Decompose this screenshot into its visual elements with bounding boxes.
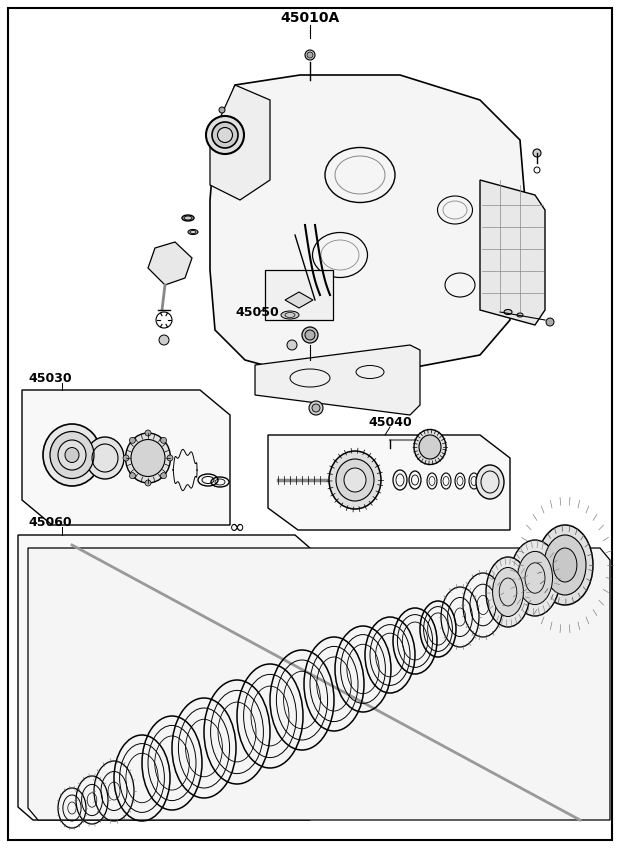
Ellipse shape: [537, 525, 593, 605]
Circle shape: [287, 340, 297, 350]
Ellipse shape: [510, 540, 560, 616]
Ellipse shape: [281, 311, 299, 319]
Ellipse shape: [504, 310, 512, 315]
Circle shape: [145, 430, 151, 436]
Ellipse shape: [131, 439, 165, 477]
Ellipse shape: [86, 437, 124, 479]
Circle shape: [167, 455, 173, 461]
Circle shape: [161, 438, 167, 444]
Ellipse shape: [544, 535, 586, 595]
Text: 45030: 45030: [28, 371, 72, 384]
Text: 45040: 45040: [368, 416, 412, 428]
Ellipse shape: [336, 459, 374, 501]
Polygon shape: [210, 75, 525, 375]
Ellipse shape: [486, 557, 530, 627]
Polygon shape: [18, 535, 310, 820]
Ellipse shape: [43, 424, 101, 486]
Circle shape: [312, 404, 320, 412]
Ellipse shape: [419, 435, 441, 459]
Polygon shape: [285, 292, 313, 308]
Ellipse shape: [182, 215, 194, 221]
Circle shape: [123, 455, 129, 461]
Circle shape: [307, 52, 313, 58]
Ellipse shape: [553, 548, 577, 582]
Text: 45060: 45060: [28, 516, 72, 528]
Polygon shape: [480, 180, 545, 325]
Circle shape: [130, 472, 135, 478]
Ellipse shape: [184, 216, 192, 220]
Circle shape: [161, 472, 167, 478]
Ellipse shape: [329, 451, 381, 509]
Ellipse shape: [125, 433, 170, 483]
Circle shape: [302, 327, 318, 343]
Text: ∞: ∞: [229, 517, 245, 537]
Ellipse shape: [65, 448, 79, 462]
Ellipse shape: [344, 468, 366, 492]
Polygon shape: [210, 85, 270, 200]
Circle shape: [159, 335, 169, 345]
Ellipse shape: [414, 429, 446, 465]
Ellipse shape: [212, 122, 238, 148]
Circle shape: [130, 438, 135, 444]
Ellipse shape: [58, 440, 86, 470]
Text: 45050: 45050: [235, 305, 279, 319]
Circle shape: [533, 149, 541, 157]
Ellipse shape: [206, 116, 244, 154]
Ellipse shape: [218, 127, 232, 142]
Text: 45010A: 45010A: [280, 11, 340, 25]
Circle shape: [309, 401, 323, 415]
Circle shape: [219, 107, 225, 113]
Ellipse shape: [493, 567, 523, 616]
Polygon shape: [268, 435, 510, 530]
Ellipse shape: [518, 551, 552, 605]
Circle shape: [305, 330, 315, 340]
Polygon shape: [22, 390, 230, 525]
Polygon shape: [255, 345, 420, 415]
Circle shape: [305, 50, 315, 60]
Ellipse shape: [50, 432, 94, 478]
Ellipse shape: [188, 230, 198, 235]
Ellipse shape: [517, 313, 523, 317]
Bar: [265, 270, 333, 320]
Polygon shape: [28, 548, 610, 820]
Ellipse shape: [476, 465, 504, 499]
Polygon shape: [148, 242, 192, 285]
Circle shape: [145, 480, 151, 486]
Circle shape: [546, 318, 554, 326]
